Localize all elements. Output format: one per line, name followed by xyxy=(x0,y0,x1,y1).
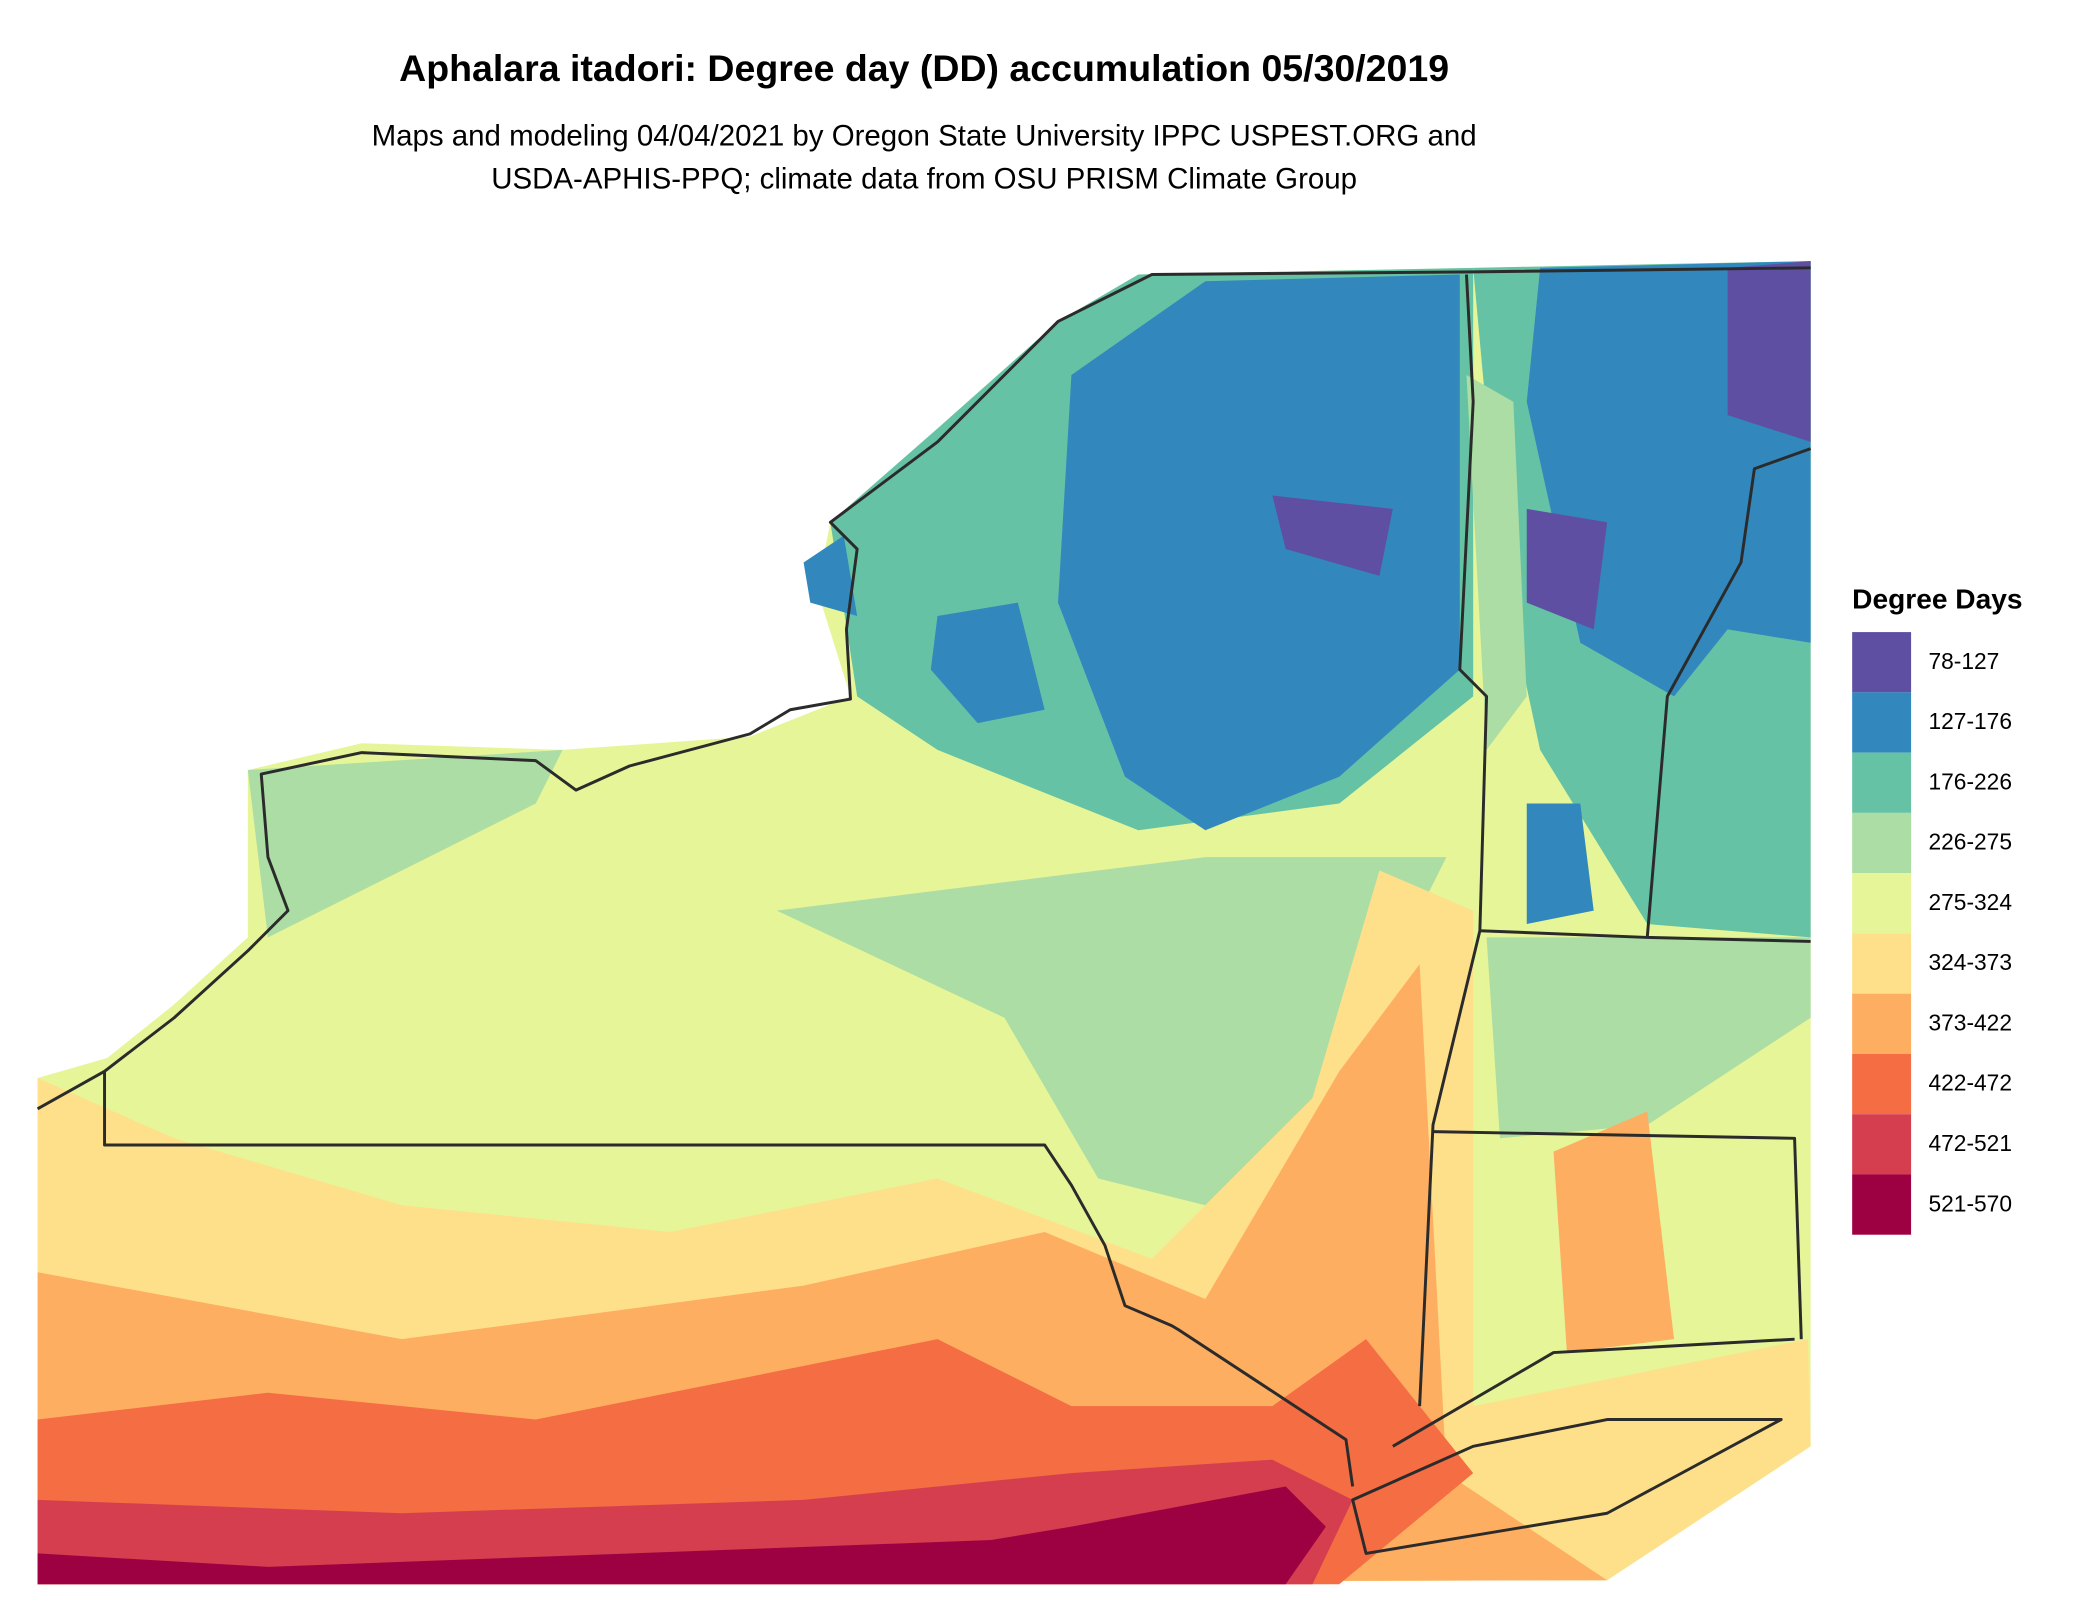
coastline xyxy=(1351,1418,1783,1555)
map-region xyxy=(1526,508,1608,630)
map-region xyxy=(803,535,858,617)
map xyxy=(36,261,1812,1585)
legend-swatch xyxy=(1852,1174,1912,1235)
legend-label: 324-373 xyxy=(1928,949,2012,975)
legend-label: 226-275 xyxy=(1928,829,2012,855)
legend-label: 373-422 xyxy=(1928,1009,2012,1035)
legend-label: 422-472 xyxy=(1928,1070,2012,1096)
legend-label: 176-226 xyxy=(1928,768,2012,794)
map-region xyxy=(1727,261,1811,442)
state-border xyxy=(1645,447,1812,938)
map-subtitle: USDA-APHIS-PPQ; climate data from OSU PR… xyxy=(491,163,1357,196)
legend-label: 472-521 xyxy=(1928,1130,2012,1156)
legend-swatch xyxy=(1852,752,1912,813)
state-border xyxy=(1432,1130,1803,1340)
legend-swatch xyxy=(1852,812,1912,874)
state-border xyxy=(1418,274,1489,1407)
state-border xyxy=(36,1069,1355,1487)
state-border xyxy=(1392,1337,1795,1448)
map-title: Aphalara itadori: Degree day (DD) accumu… xyxy=(399,47,1449,89)
map-region xyxy=(247,749,563,938)
legend-swatch xyxy=(1852,1053,1912,1115)
legend-title: Degree Days xyxy=(1852,584,2022,615)
map-subtitle: Maps and modeling 04/04/2021 by Oregon S… xyxy=(372,120,1477,153)
map-region xyxy=(1486,937,1811,1139)
legend-label: 275-324 xyxy=(1928,889,2012,915)
map-region xyxy=(776,857,1447,1206)
legend-label: 521-570 xyxy=(1928,1190,2012,1216)
map-region xyxy=(1526,803,1594,925)
legend-swatch xyxy=(1852,873,1912,934)
map-region xyxy=(1466,374,1527,750)
map-region xyxy=(1272,495,1393,576)
legend-swatch xyxy=(1852,993,1912,1054)
legend-label: 78-127 xyxy=(1928,648,1999,674)
legend-swatch xyxy=(1852,1114,1912,1175)
map-region xyxy=(37,1486,1326,1585)
legend-swatch xyxy=(1852,632,1912,693)
legend-swatch xyxy=(1852,692,1912,753)
map-region xyxy=(930,602,1045,724)
legend: 78-127 127-176 176-226 226-275 275-324 324-37… xyxy=(1852,632,2012,1235)
legend-label: 127-176 xyxy=(1928,708,2012,734)
map-region xyxy=(1553,1111,1675,1353)
state-border xyxy=(103,266,1811,1073)
map-region xyxy=(1058,274,1460,831)
legend-swatch xyxy=(1852,933,1912,994)
